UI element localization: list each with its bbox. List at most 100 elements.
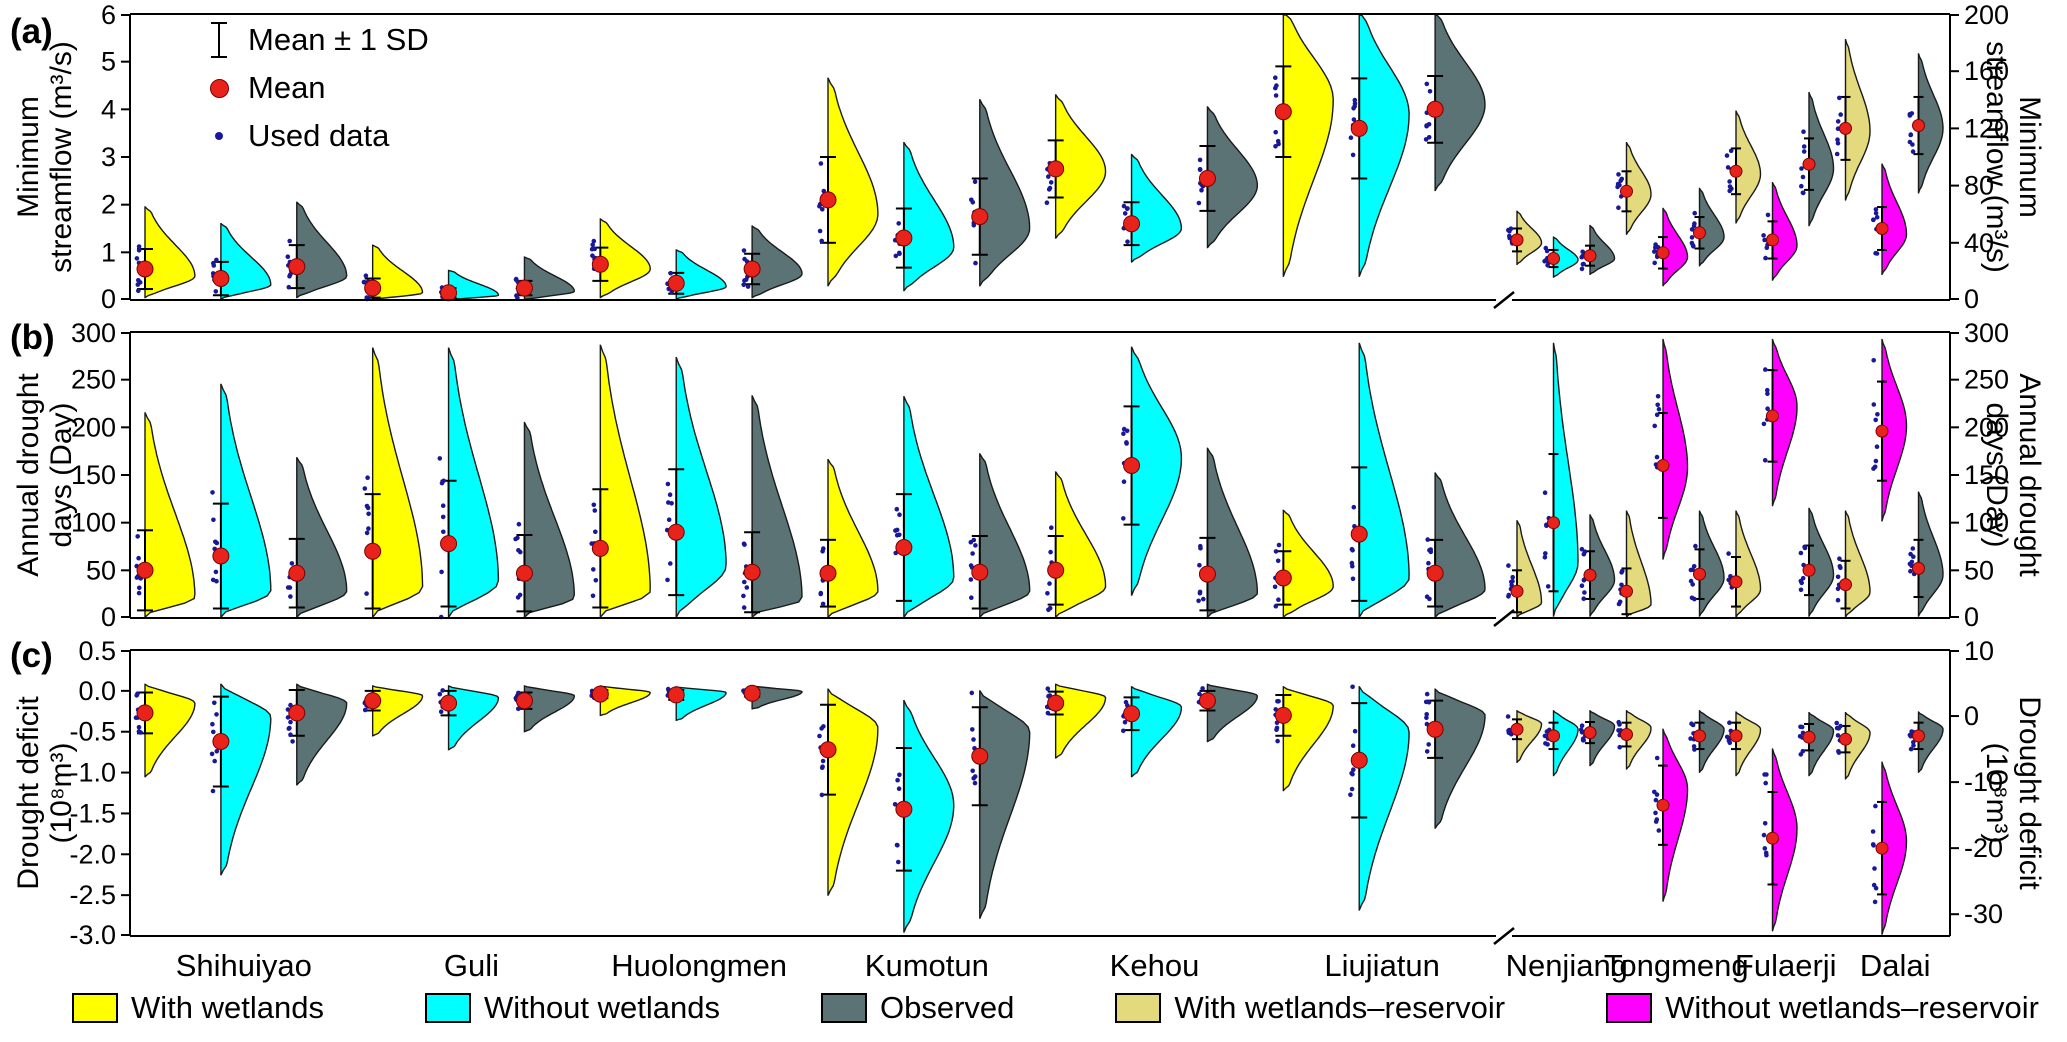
used-data-dot xyxy=(1652,260,1657,266)
used-data-dot xyxy=(1579,730,1585,735)
axis-title-line: Drought deficit xyxy=(2013,696,2046,890)
used-data-dot xyxy=(1762,458,1768,463)
used-data-dot xyxy=(1121,426,1127,432)
mean-dot xyxy=(1620,184,1633,198)
used-data-dot xyxy=(742,256,747,262)
right-tick-label: 10 xyxy=(1964,636,1994,666)
used-data-dot xyxy=(1692,210,1697,216)
used-data-dot xyxy=(592,508,598,513)
right-tick-label: 200 xyxy=(1964,412,2009,442)
used-data-dot xyxy=(1200,686,1205,691)
used-data-dot xyxy=(1428,547,1433,552)
left-tick-label: 0 xyxy=(101,602,116,632)
violin-shape xyxy=(1735,510,1762,618)
violin-shape xyxy=(1206,447,1259,618)
used-data-dot xyxy=(1908,746,1914,752)
violin-shape xyxy=(1881,338,1908,522)
panel-b-right-axis-title: Annual drought days (Day) xyxy=(1978,325,2046,625)
violin-shape xyxy=(1516,210,1543,265)
panel-a-left-axis-title: Minimum streamflow (m³/s) xyxy=(12,7,80,307)
used-data-dot xyxy=(896,786,902,791)
used-data-dot xyxy=(589,246,595,252)
used-data-dot xyxy=(1122,719,1128,725)
used-data-dot xyxy=(665,481,671,487)
used-data-dot xyxy=(1834,720,1839,726)
used-data-dot xyxy=(1724,153,1730,158)
used-data-dot xyxy=(136,288,141,294)
mean-dot xyxy=(1510,584,1524,598)
violin-shape xyxy=(1589,224,1616,275)
violin-b-Kehou-with_wetlands xyxy=(1045,471,1107,618)
violin-b-Kehou-without_wetlands xyxy=(1121,346,1183,596)
violin-c-Shihuiyao-with_wetlands xyxy=(133,683,196,778)
mean-dot xyxy=(212,270,230,287)
used-data-dot xyxy=(1045,686,1051,691)
used-data-dot xyxy=(1874,444,1880,450)
used-data-dot xyxy=(666,500,671,505)
used-data-dot xyxy=(1727,740,1733,746)
used-data-dot xyxy=(741,593,746,599)
left-tick-label: 5 xyxy=(101,47,116,77)
used-data-dot xyxy=(1763,367,1768,372)
violin-a-Dalai-observed xyxy=(1907,53,1944,194)
violin-c-Kumotun-without_wetlands xyxy=(892,700,955,933)
violin-a-Kumotun-with_wetlands xyxy=(817,77,879,287)
violin-shape xyxy=(1771,182,1798,281)
violin-b-Shihuiyao-with_wetlands xyxy=(134,412,196,618)
violin-a-Kehou-with_wetlands xyxy=(1044,94,1107,239)
violin-c-Kumotun-with_wetlands xyxy=(817,688,879,896)
used-data-dot xyxy=(516,548,521,553)
used-data-dot xyxy=(820,601,826,607)
used-data-dot xyxy=(1837,556,1842,561)
violin-c-Dalai-with_wetlands_reservoir xyxy=(1834,712,1871,780)
right-tick-label: 80 xyxy=(1964,171,1994,201)
used-data-dot xyxy=(1838,723,1843,729)
used-data-dot xyxy=(1352,728,1358,734)
used-data-dot xyxy=(971,537,977,543)
used-data-dot xyxy=(819,792,825,798)
used-data-dot xyxy=(1871,358,1876,363)
legend-label: Without wetlands xyxy=(483,990,720,1025)
station-label-Shihuiyao: Shihuiyao xyxy=(176,948,312,983)
axis-title-line: Drought deficit xyxy=(12,696,45,890)
violin-shape xyxy=(447,269,500,300)
right-tick-label: 0 xyxy=(1964,284,1979,314)
used-data-dot xyxy=(972,179,978,185)
violin-c-Huolongmen-with_wetlands xyxy=(589,685,651,717)
violin-shape xyxy=(1130,346,1183,596)
used-data-dot xyxy=(1871,402,1877,407)
mean-dot xyxy=(364,542,382,560)
used-data-dot xyxy=(1801,149,1807,154)
used-data-dot xyxy=(515,595,521,600)
violin-shape xyxy=(1808,712,1835,777)
used-data-dot xyxy=(1273,549,1279,554)
violin-b-Fulaerji-with_wetlands_reservoir xyxy=(1726,510,1762,618)
violin-shape xyxy=(1516,520,1543,618)
right-tick-label: 160 xyxy=(1964,56,2009,86)
left-tick-label: 0.0 xyxy=(78,676,116,706)
used-data-dot xyxy=(1655,394,1661,399)
used-data-dot xyxy=(1617,722,1622,727)
panel-c-left-axis-title: Drought deficit (10⁸m³) xyxy=(12,643,80,943)
used-data-dot xyxy=(1427,89,1433,94)
violin-shape xyxy=(1552,710,1579,777)
violin-shape xyxy=(1735,711,1762,777)
used-data-dot xyxy=(1275,738,1280,744)
used-data-dot xyxy=(1765,387,1770,393)
used-data-dot xyxy=(1196,200,1202,206)
violin-a-Nenjiang-without_wetlands xyxy=(1542,236,1579,278)
used-data-dot xyxy=(819,765,825,770)
used-data-dot xyxy=(1761,421,1767,427)
violin-shape xyxy=(827,688,879,896)
used-data-dot xyxy=(1691,244,1696,249)
used-data-dot xyxy=(1765,391,1770,397)
mean-dot xyxy=(1729,729,1743,743)
used-data-dot xyxy=(1835,137,1840,142)
violin-shape xyxy=(1282,14,1334,277)
used-data-dot xyxy=(741,605,747,610)
used-data-dot xyxy=(591,238,597,244)
used-data-dot xyxy=(1652,423,1657,429)
mean-dot xyxy=(136,260,154,278)
